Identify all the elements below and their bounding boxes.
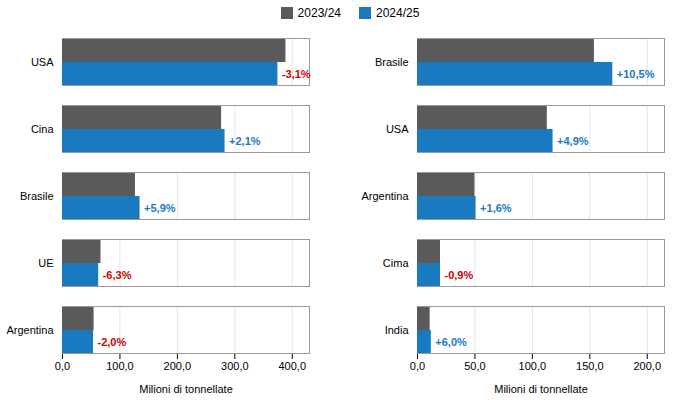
svg-text:Cima: Cima: [383, 257, 410, 269]
svg-text:Brasile: Brasile: [20, 190, 54, 202]
svg-text:Brasile: Brasile: [375, 56, 409, 68]
svg-text:Cina: Cina: [31, 123, 55, 135]
html-text:2024/25: 2024/25: [376, 6, 420, 20]
svg-text:+1,6%: +1,6%: [480, 202, 512, 214]
svg-text:Milioni di tonnellate: Milioni di tonnellate: [139, 383, 233, 395]
svg-text:300,0: 300,0: [221, 360, 249, 372]
svg-text:-3,1%: -3,1%: [282, 68, 311, 80]
svg-text:-2,0%: -2,0%: [98, 336, 127, 348]
svg-text:+5,9%: +5,9%: [144, 202, 176, 214]
svg-text:USA: USA: [31, 56, 54, 68]
svg-text:India: India: [385, 324, 410, 336]
svg-text:Argentina: Argentina: [6, 324, 54, 336]
svg-text:100,0: 100,0: [519, 360, 547, 372]
svg-text:0,0: 0,0: [55, 360, 70, 372]
svg-text:USA: USA: [386, 123, 409, 135]
svg-text:Milioni di tonnellate: Milioni di tonnellate: [494, 383, 588, 395]
svg-text:+4,9%: +4,9%: [557, 135, 589, 147]
svg-text:150,0: 150,0: [576, 360, 604, 372]
svg-text:-6,3%: -6,3%: [103, 269, 132, 281]
svg-text:+2,1%: +2,1%: [229, 135, 261, 147]
svg-text:0,0: 0,0: [410, 360, 425, 372]
svg-text:200,0: 200,0: [164, 360, 192, 372]
svg-text:100,0: 100,0: [106, 360, 134, 372]
svg-text:-0,9%: -0,9%: [444, 269, 473, 281]
svg-text:Argentina: Argentina: [361, 190, 409, 202]
svg-text:+6,0%: +6,0%: [435, 336, 467, 348]
svg-text:50,0: 50,0: [464, 360, 485, 372]
svg-text:+10,5%: +10,5%: [617, 68, 655, 80]
svg-text:UE: UE: [38, 257, 53, 269]
svg-text:200,0: 200,0: [634, 360, 662, 372]
html-text:2023/24: 2023/24: [297, 6, 341, 20]
svg-text:400,0: 400,0: [279, 360, 307, 372]
